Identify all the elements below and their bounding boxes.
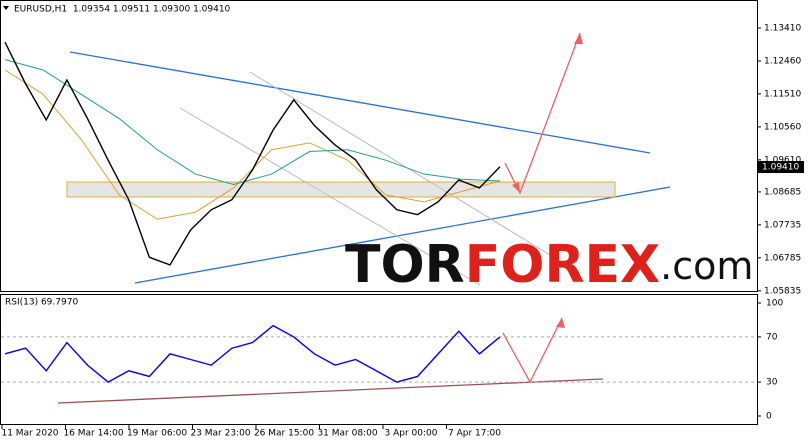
watermark-part: TOR: [345, 235, 465, 295]
watermark-part: FOREX: [465, 235, 660, 295]
watermark: TORFOREX.com: [345, 235, 753, 295]
y-tick-label: 1.05835: [764, 286, 801, 296]
rsi-trend-line: [57, 378, 604, 404]
rsi-label: RSI(13) 69.7970: [5, 298, 78, 308]
marks: [1, 27, 761, 429]
last-price-box: [758, 161, 804, 173]
rsi-tick-label: 100: [766, 299, 783, 309]
y-tick-label: 1.13410: [764, 24, 801, 34]
y-tick-label: 1.07735: [764, 220, 801, 230]
series-line: [4, 59, 501, 185]
y-tick-label: 1.09610: [764, 155, 801, 165]
series-line: [4, 324, 501, 383]
y-tick-label: 1.06785: [764, 253, 801, 263]
rsi-tick-label: 30: [766, 378, 778, 388]
last-price-label: 1.09410: [762, 163, 799, 173]
x-tick-label: 7 Apr 17:00: [448, 429, 501, 439]
x-tick-label: 16 Mar 14:00: [63, 429, 123, 439]
arrow-head: [574, 33, 583, 44]
x-tick-label: 3 Apr 00:00: [385, 429, 438, 439]
arrow-head: [512, 182, 520, 193]
y-tick-label: 1.12460: [764, 56, 801, 66]
header-icon: [3, 6, 9, 10]
rsi-tick-label: 70: [766, 332, 778, 342]
x-tick-label: 31 Mar 08:00: [317, 429, 377, 439]
rsi-panel: [0, 294, 758, 425]
price-panel: [0, 0, 758, 292]
x-tick-label: 26 Mar 15:00: [254, 429, 314, 439]
y-tick-label: 1.10560: [764, 122, 801, 132]
trend-line: [69, 51, 651, 154]
y-tick-label: 1.08685: [764, 187, 801, 197]
trend-line: [134, 186, 671, 284]
rsi-tick-label: 0: [766, 412, 772, 422]
support-zone: [66, 181, 616, 198]
chart-header: EURUSD,H1 1.09354 1.09511 1.09300 1.0941…: [14, 5, 231, 15]
x-tick-label: 11 Mar 2020: [1, 429, 58, 439]
x-tick-label: 19 Mar 06:00: [127, 429, 187, 439]
watermark-part: .com: [660, 244, 753, 288]
y-tick-label: 1.11510: [764, 89, 801, 99]
x-tick-label: 23 Mar 23:00: [190, 429, 250, 439]
channel-line: [249, 71, 551, 256]
series-line: [4, 41, 501, 266]
arrow-head: [556, 318, 565, 328]
